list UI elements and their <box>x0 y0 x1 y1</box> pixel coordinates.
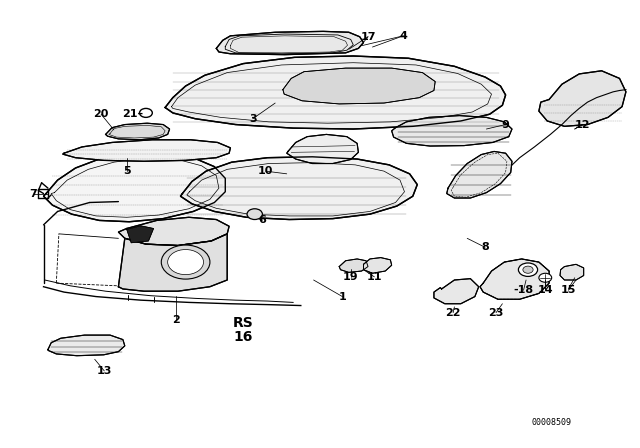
Polygon shape <box>447 151 512 198</box>
Text: 12: 12 <box>575 120 590 129</box>
Polygon shape <box>118 217 229 246</box>
Circle shape <box>168 250 204 275</box>
Text: 22: 22 <box>445 308 461 318</box>
Text: 3: 3 <box>249 114 257 124</box>
Polygon shape <box>392 116 512 146</box>
Text: 11: 11 <box>367 272 382 282</box>
Polygon shape <box>127 226 154 243</box>
Circle shape <box>518 263 538 276</box>
Text: 15: 15 <box>561 285 576 295</box>
Polygon shape <box>364 258 392 273</box>
Text: 8: 8 <box>481 242 489 252</box>
Polygon shape <box>44 152 225 222</box>
Text: 4: 4 <box>399 31 407 41</box>
Polygon shape <box>63 140 230 161</box>
Polygon shape <box>165 56 506 129</box>
Polygon shape <box>539 71 626 126</box>
Polygon shape <box>216 31 364 55</box>
Circle shape <box>247 209 262 220</box>
Polygon shape <box>560 264 584 280</box>
Text: 19: 19 <box>343 272 358 282</box>
Text: 20: 20 <box>93 109 109 119</box>
Polygon shape <box>106 123 170 140</box>
Text: 13: 13 <box>97 366 112 376</box>
Polygon shape <box>434 279 479 304</box>
Text: 10: 10 <box>258 166 273 176</box>
Polygon shape <box>339 259 368 272</box>
Text: 6: 6 <box>259 215 266 225</box>
Circle shape <box>539 273 552 282</box>
Text: 14: 14 <box>538 285 553 295</box>
Polygon shape <box>118 234 227 291</box>
Text: 5: 5 <box>123 166 131 176</box>
Polygon shape <box>283 68 435 104</box>
Polygon shape <box>180 157 417 220</box>
Text: 7: 7 <box>29 189 37 198</box>
Text: 2: 2 <box>172 315 180 325</box>
Circle shape <box>140 108 152 117</box>
Text: 00008509: 00008509 <box>532 418 572 426</box>
Text: 17: 17 <box>360 32 376 42</box>
Text: -18: -18 <box>513 285 534 295</box>
Polygon shape <box>48 335 125 356</box>
Text: RS: RS <box>233 316 253 331</box>
Polygon shape <box>287 134 358 164</box>
Text: 21–: 21– <box>122 109 144 119</box>
Text: 23: 23 <box>488 308 504 318</box>
Text: 9: 9 <box>502 120 509 129</box>
Polygon shape <box>480 259 549 299</box>
Text: 16: 16 <box>234 330 253 344</box>
Circle shape <box>161 245 210 279</box>
Text: 1: 1 <box>339 292 346 302</box>
Circle shape <box>523 266 533 273</box>
